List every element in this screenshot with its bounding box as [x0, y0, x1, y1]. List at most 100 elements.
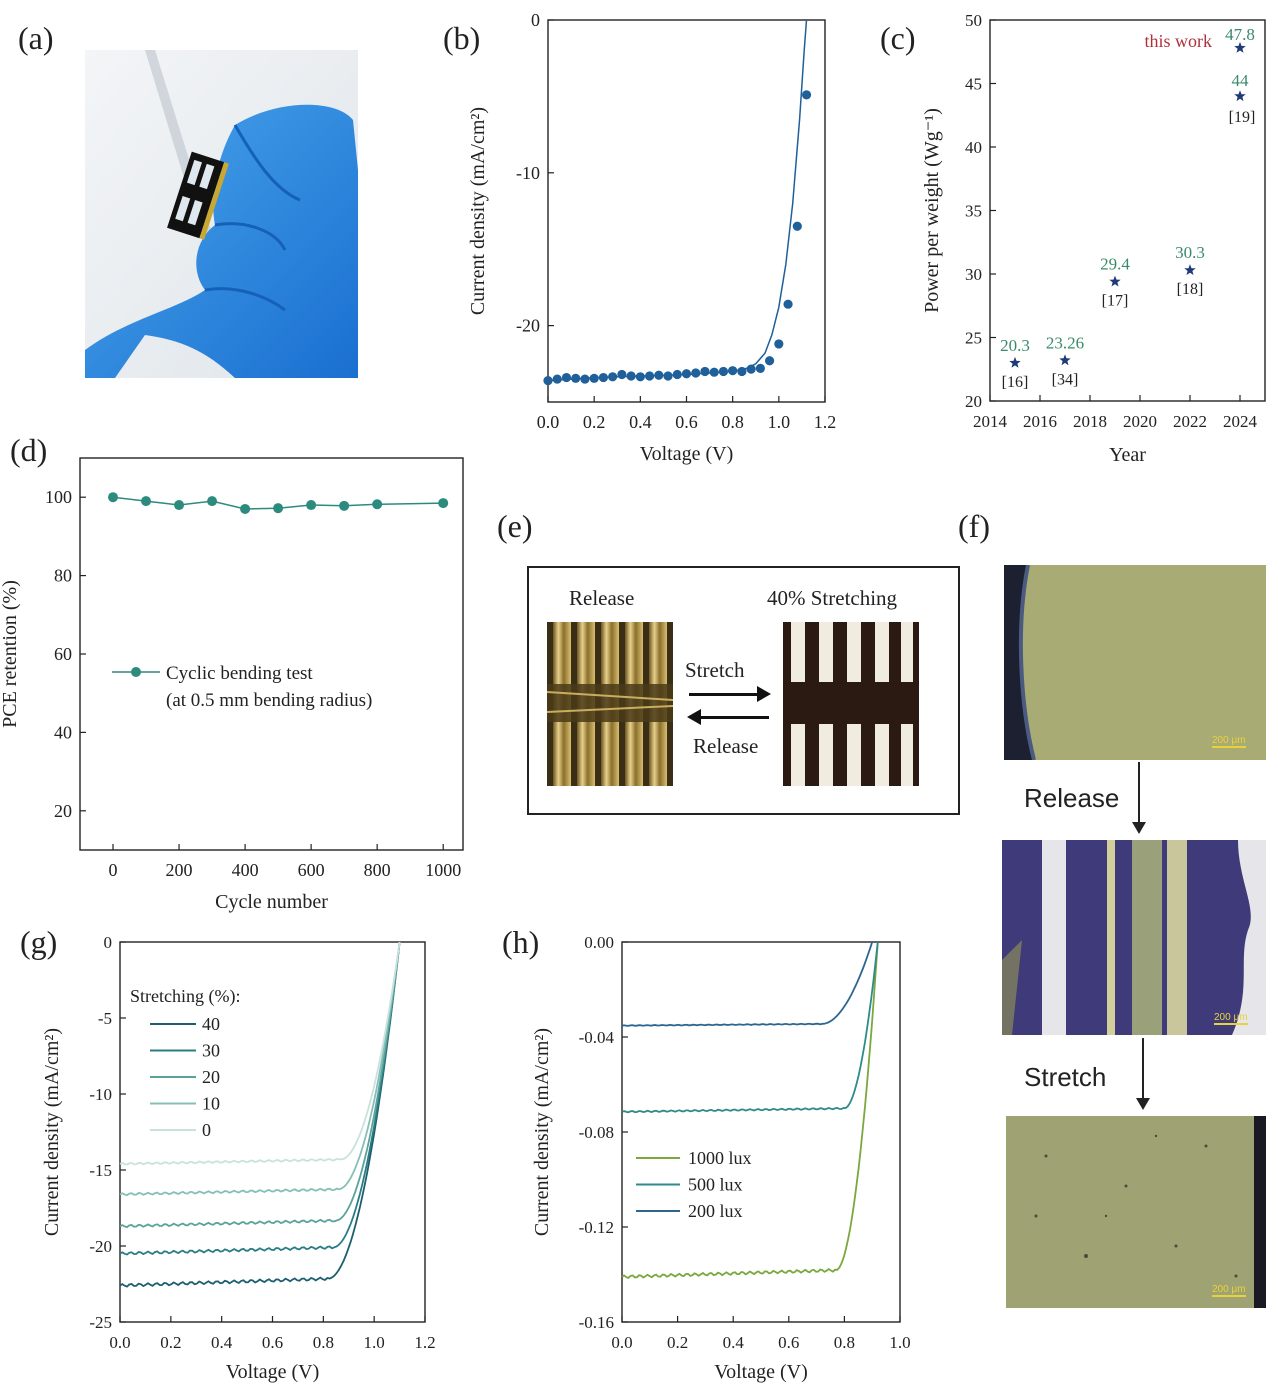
- data-star: [1109, 275, 1121, 287]
- y-tick-label: -20: [516, 316, 540, 336]
- jv-point: [663, 371, 673, 381]
- release-title: Release: [569, 586, 635, 610]
- x-tick-label: 0.8: [313, 1333, 334, 1352]
- jv-point: [608, 372, 618, 382]
- plot-frame: [79, 457, 464, 851]
- x-tick-label: 200: [166, 860, 193, 880]
- panel-label-f: (f): [958, 508, 990, 544]
- series-line-10: [119, 941, 401, 1197]
- right-arrow-head: [757, 686, 771, 702]
- data-star: [1234, 90, 1246, 102]
- panel-label-h: (h): [502, 924, 540, 960]
- series-line-0: [119, 941, 401, 1166]
- x-tick-label: 0.8: [834, 1333, 855, 1352]
- x-tick-label: 1.2: [814, 412, 837, 432]
- legend-entry: 10: [202, 1094, 220, 1114]
- y-tick-label: 35: [965, 202, 982, 221]
- retention-line: [112, 496, 444, 510]
- jv-point: [681, 369, 692, 379]
- down-arrow-2: [1136, 1038, 1150, 1110]
- jv-point: [644, 371, 655, 381]
- x-axis-label: Voltage (V): [640, 443, 734, 465]
- legend-entry: 40: [202, 1014, 220, 1034]
- ref-label: [34]: [1052, 371, 1079, 388]
- jv-point: [746, 364, 756, 374]
- jv-point: [728, 366, 738, 376]
- y-tick-label: -10: [516, 163, 540, 183]
- chart-d-cycling: 0 200 400 600 800 1000 20 40 60 80 100 Cycle number…: [0, 457, 464, 913]
- jv-line: [547, 19, 808, 382]
- retention-point: [207, 496, 218, 507]
- jv-point: [700, 366, 710, 377]
- x-tick-label: 0.8: [721, 412, 744, 432]
- y-axis-label: PCE retention (%): [0, 580, 21, 728]
- y-axis-label: Current density (mA/cm²): [467, 107, 489, 315]
- panel-label-g: (g): [20, 924, 58, 960]
- retention-point: [372, 499, 383, 510]
- left-arrow-head: [687, 709, 701, 725]
- x-tick-label: 2016: [1023, 412, 1057, 431]
- y-tick-label: 0.00: [584, 933, 614, 952]
- legend-marker: [131, 667, 141, 677]
- jv-point: [737, 366, 747, 377]
- y-tick-label: 40: [965, 138, 982, 157]
- x-tick-label: 0.0: [109, 1333, 130, 1352]
- scale-bar-1: 200 μm: [1212, 735, 1246, 748]
- series-line-1000-lux: [621, 941, 879, 1279]
- y-axis-label: Current density (mA/cm²): [531, 1028, 553, 1236]
- stretch-comparison-box: Release 40% Stretching Str: [527, 566, 960, 815]
- y-tick-label: -0.04: [579, 1028, 615, 1047]
- jv-point: [755, 363, 765, 373]
- y-tick-label: -15: [89, 1161, 112, 1180]
- x-tick-label: 800: [364, 860, 391, 880]
- series-line-30: [119, 941, 401, 1256]
- y-axis-label: Current density (mA/cm²): [41, 1028, 63, 1236]
- panel-label-c: (c): [880, 20, 916, 56]
- data-star: [1009, 356, 1021, 368]
- value-label: 20.3: [1000, 336, 1030, 355]
- x-axis-label: Year: [1109, 444, 1146, 466]
- x-axis-label: Cycle number: [215, 891, 328, 913]
- chart-b-jv-curve: 0.0 0.2 0.4 0.6 0.8 1.0 1.2 0 -10 -20 Voltage (V) C…: [467, 10, 837, 465]
- micrograph-released: 200 μm: [1002, 840, 1266, 1035]
- jv-point: [792, 221, 802, 231]
- x-tick-label: 2020: [1123, 412, 1157, 431]
- stretched-electrode-photo: [783, 622, 919, 786]
- x-tick-label: 0.4: [723, 1333, 745, 1352]
- x-tick-label: 2018: [1073, 412, 1107, 431]
- x-tick-label: 1.0: [768, 412, 791, 432]
- retention-point: [108, 492, 119, 503]
- jv-point: [765, 356, 775, 366]
- series-line-20: [119, 941, 401, 1229]
- jv-point: [626, 371, 636, 381]
- stretch-step-label: Stretch: [1024, 1062, 1107, 1092]
- retention-point: [141, 496, 152, 507]
- jv-point: [580, 374, 590, 384]
- chart-c-power-per-weight: 2014 2016 2018 2020 2022 2024 20 25 30 35 40 45 50 Ye…: [921, 11, 1266, 466]
- chart-g-stretching: 0.0 0.2 0.4 0.6 0.8 1.0 1.2 0 -5 -10 -15 -20 -25 Volt…: [41, 933, 436, 1383]
- jv-point: [783, 299, 793, 309]
- jv-point: [561, 372, 572, 383]
- legend-entry: 0: [202, 1120, 211, 1140]
- data-star: [1234, 41, 1246, 53]
- y-tick-label: 50: [965, 11, 982, 30]
- ref-label: [18]: [1177, 281, 1204, 298]
- x-tick-label: 2022: [1173, 412, 1207, 431]
- retention-point: [240, 503, 251, 514]
- y-axis-label: Power per weight (Wg⁻¹): [921, 108, 943, 313]
- y-tick-label: 30: [965, 265, 982, 284]
- jv-point: [774, 339, 784, 349]
- jv-point: [635, 372, 645, 382]
- jv-point: [709, 367, 719, 377]
- panel-label-a: (a): [18, 20, 54, 56]
- y-tick-label: 0: [531, 10, 540, 30]
- x-tick-label: 1.2: [414, 1333, 435, 1352]
- y-tick-label: -10: [89, 1085, 112, 1104]
- jv-point: [801, 90, 812, 100]
- jv-point: [718, 366, 729, 377]
- legend-label: Cyclic bending test: [166, 663, 313, 684]
- y-tick-label: 45: [965, 75, 982, 94]
- x-axis-label: Voltage (V): [226, 1361, 320, 1383]
- y-tick-label: -25: [89, 1313, 112, 1332]
- x-tick-label: 0.2: [667, 1333, 688, 1352]
